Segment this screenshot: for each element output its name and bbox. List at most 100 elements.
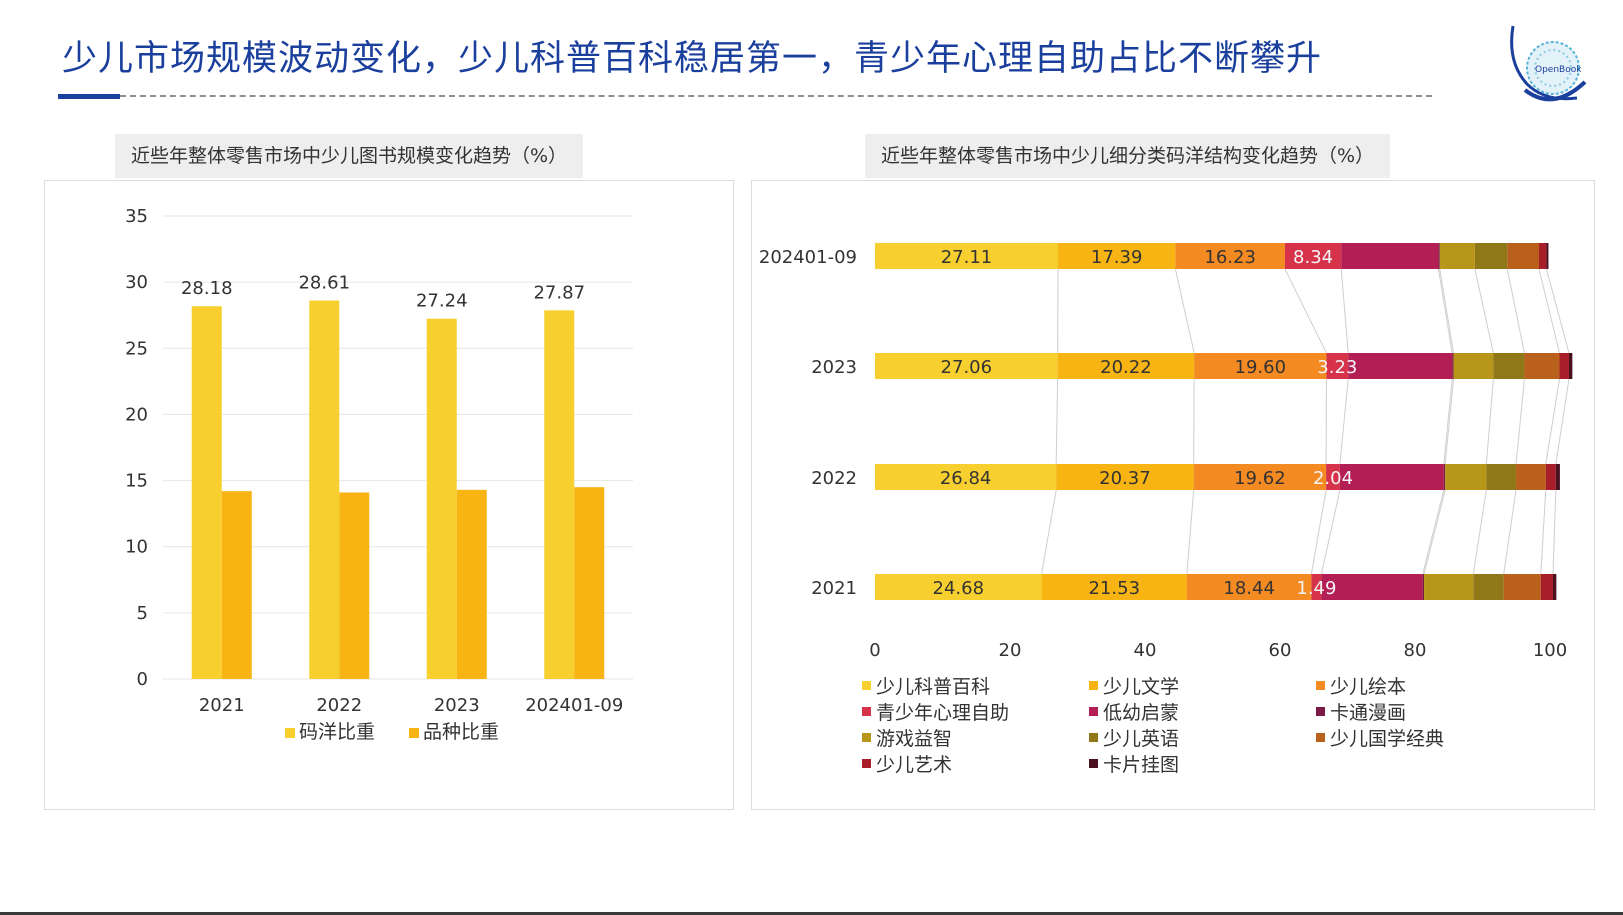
segment-data-label: 27.06 bbox=[941, 357, 993, 378]
stacked-segment bbox=[1326, 464, 1340, 490]
series-connector-line bbox=[1437, 268, 1453, 354]
legend-swatch bbox=[409, 728, 419, 738]
bar-sales-share bbox=[544, 310, 575, 679]
data-label: 27.24 bbox=[416, 291, 468, 312]
legend-swatch bbox=[1089, 733, 1098, 742]
series-connector-line bbox=[1555, 378, 1570, 465]
legend-label: 品种比重 bbox=[423, 721, 499, 743]
legend-label: 码洋比重 bbox=[299, 721, 375, 743]
stacked-segment bbox=[1568, 353, 1573, 379]
series-connector-line bbox=[1444, 378, 1455, 465]
segment-data-label: 19.62 bbox=[1234, 468, 1286, 489]
stacked-segment bbox=[1439, 243, 1475, 269]
stacked-segment bbox=[1321, 574, 1423, 600]
series-connector-line bbox=[1443, 378, 1453, 465]
legend-label: 少儿英语 bbox=[1103, 728, 1179, 750]
stacked-segment bbox=[1474, 243, 1508, 269]
segment-data-label: 20.37 bbox=[1099, 468, 1151, 489]
stacked-segment bbox=[1493, 353, 1525, 379]
stacked-segment bbox=[1559, 353, 1569, 379]
segment-data-label: 21.53 bbox=[1088, 578, 1140, 599]
stacked-segment bbox=[1311, 574, 1322, 600]
bottom-edge-line bbox=[0, 912, 1623, 915]
y-tick-label: 15 bbox=[125, 471, 148, 492]
series-connector-line bbox=[1055, 378, 1059, 465]
legend-label: 少儿艺术 bbox=[876, 754, 952, 776]
legend-swatch bbox=[1089, 707, 1098, 716]
series-connector-line bbox=[1310, 489, 1327, 575]
legend-swatch bbox=[862, 681, 871, 690]
legend-label: 青少年心理自助 bbox=[876, 702, 1009, 724]
stacked-segment bbox=[1540, 574, 1553, 600]
y-category-label: 2021 bbox=[811, 578, 857, 599]
data-label: 28.61 bbox=[298, 273, 350, 294]
legend-label: 卡通漫画 bbox=[1330, 702, 1406, 724]
stacked-segment bbox=[1538, 243, 1547, 269]
bar-title-share bbox=[221, 491, 252, 679]
x-tick-label: 100 bbox=[1533, 640, 1567, 661]
x-tick-label: 0 bbox=[869, 640, 880, 661]
legend-label: 少儿绘本 bbox=[1330, 676, 1406, 698]
right-chart-title: 近些年整体零售市场中少儿细分类码洋结构变化趋势（%） bbox=[865, 134, 1391, 178]
stacked-segment bbox=[1175, 243, 1285, 269]
segment-data-label: 3.23 bbox=[1317, 357, 1357, 378]
stacked-segment bbox=[1516, 464, 1546, 490]
stacked-segment bbox=[1507, 243, 1539, 269]
series-connector-line bbox=[1423, 489, 1446, 575]
series-connector-line bbox=[1041, 489, 1057, 575]
segment-data-label: 18.44 bbox=[1223, 578, 1275, 599]
stacked-segment bbox=[1445, 464, 1487, 490]
y-category-label: 202401-09 bbox=[759, 247, 857, 268]
size-trend-bar-chart: 0 5 10 15 20 25 30 35 28.18 2021 28.61 2022 27.24 202… bbox=[125, 206, 633, 743]
y-tick-label: 30 bbox=[125, 272, 148, 293]
stacked-segment bbox=[1452, 353, 1454, 379]
legend-label: 低幼启蒙 bbox=[1103, 702, 1179, 724]
segment-data-label: 17.39 bbox=[1091, 247, 1143, 268]
legend-swatch bbox=[1316, 733, 1325, 742]
title-underline-dashed bbox=[120, 95, 1432, 97]
title-underline-accent bbox=[58, 94, 120, 99]
x-category-label: 2022 bbox=[316, 695, 362, 716]
segment-data-label: 20.22 bbox=[1100, 357, 1152, 378]
segment-data-label: 16.23 bbox=[1204, 247, 1256, 268]
series-connector-line bbox=[1503, 489, 1517, 575]
legend-label: 少儿科普百科 bbox=[876, 676, 990, 698]
stacked-segment bbox=[1041, 574, 1187, 600]
segment-data-label: 19.60 bbox=[1235, 357, 1287, 378]
openbook-logo: OpenBook bbox=[1510, 25, 1587, 102]
series-connector-line bbox=[1545, 378, 1561, 465]
segment-data-label: 27.11 bbox=[941, 247, 993, 268]
bar-title-share bbox=[574, 487, 605, 679]
series-connector-line bbox=[1474, 268, 1494, 354]
y-tick-label: 0 bbox=[137, 669, 148, 690]
stacked-segment bbox=[1443, 464, 1446, 490]
data-label: 28.18 bbox=[181, 278, 233, 299]
x-tick-label: 40 bbox=[1134, 640, 1157, 661]
x-tick-label: 20 bbox=[999, 640, 1022, 661]
stacked-segment bbox=[1348, 353, 1453, 379]
legend-swatch bbox=[862, 707, 871, 716]
stacked-segment bbox=[1057, 243, 1176, 269]
legend-swatch bbox=[862, 759, 871, 768]
stacked-segment bbox=[1341, 243, 1439, 269]
legend-swatch bbox=[1316, 707, 1325, 716]
series-connector-line bbox=[1284, 268, 1327, 354]
stacked-segment bbox=[1555, 464, 1560, 490]
x-category-label: 2023 bbox=[434, 695, 480, 716]
series-connector-line bbox=[1485, 378, 1494, 465]
bar-sales-share bbox=[309, 300, 340, 679]
bar-sales-share bbox=[191, 306, 222, 679]
left-chart-title: 近些年整体零售市场中少儿图书规模变化趋势（%） bbox=[115, 134, 584, 178]
series-connector-line bbox=[1540, 489, 1547, 575]
series-connector-line bbox=[1506, 268, 1525, 354]
legend-label: 卡片挂图 bbox=[1103, 754, 1179, 776]
stacked-segment bbox=[1186, 574, 1312, 600]
stacked-segment bbox=[1552, 574, 1557, 600]
series-connector-line bbox=[1515, 378, 1525, 465]
stacked-segment bbox=[1056, 464, 1194, 490]
x-category-label: 202401-09 bbox=[525, 695, 623, 716]
stacked-segment bbox=[1326, 353, 1349, 379]
segment-data-label: 24.68 bbox=[933, 578, 985, 599]
y-tick-label: 10 bbox=[125, 537, 148, 558]
stacked-segment bbox=[875, 464, 1057, 490]
